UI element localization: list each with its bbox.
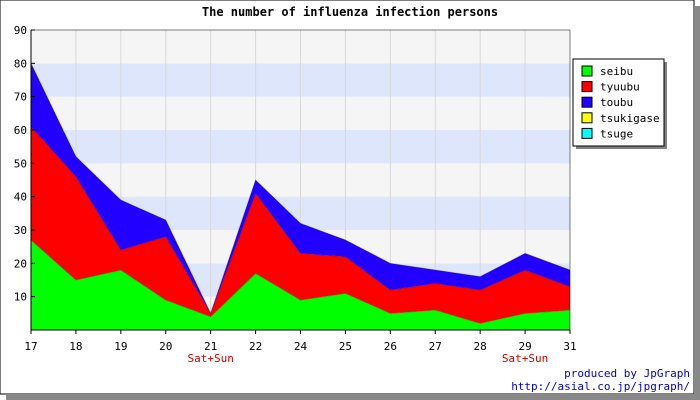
x-tick-label: 24: [294, 340, 308, 353]
y-tick-label: 80: [14, 57, 27, 70]
area-tyuubu: [31, 126, 570, 324]
legend-label-seibu: seibu: [600, 65, 633, 78]
y-tick-label: 90: [14, 24, 27, 37]
y-tick-label: 20: [14, 257, 27, 270]
legend-label-tsuge: tsuge: [600, 127, 633, 140]
chart-title: The number of influenza infection person…: [202, 5, 498, 19]
legend-swatch-seibu: [581, 65, 593, 77]
x-tick-label: 29: [518, 340, 531, 353]
legend-swatch-tsuge: [581, 127, 593, 139]
legend: seibu tyuubu toubu tsukigase tsuge: [572, 58, 667, 149]
x-tick-label: 20: [159, 340, 172, 353]
legend-swatch-toubu: [581, 96, 593, 108]
x-tick-label: 31: [563, 340, 576, 353]
footer-url[interactable]: http://asial.co.jp/jpgraph/: [511, 380, 690, 393]
x-annotation: Sat+Sun: [187, 352, 233, 365]
x-tick-label: 25: [339, 340, 352, 353]
y-tick-label: 40: [14, 191, 27, 204]
y-axis-labels: 10 20 30 40 50 60 70 80 90: [14, 24, 27, 304]
legend-label-tsukigase: tsukigase: [600, 112, 660, 125]
legend-label-tyuubu: tyuubu: [600, 81, 640, 94]
area-edge-toubu: [30, 63, 571, 315]
area-seibu: [31, 240, 570, 330]
x-tick-label: 26: [384, 340, 397, 353]
x-axis-labels: 17 18 19 20 21 22 24 25 26 27 28 29 31 Sat+Sun Sat+Sun: [24, 340, 576, 365]
y-tick-label: 70: [14, 91, 27, 104]
plot-axes: [30, 29, 571, 334]
y-tick-label: 50: [14, 157, 27, 170]
y-tick-label: 30: [14, 224, 27, 237]
legend-swatch-tsukigase: [581, 112, 593, 124]
frame-shadow-right: [694, 6, 700, 400]
legend-swatch-tyuubu: [581, 81, 593, 93]
x-annotation: Sat+Sun: [502, 352, 548, 365]
y-tick-label: 60: [14, 124, 27, 137]
footer-credit: produced by JpGraph: [564, 367, 690, 380]
legend-label-toubu: toubu: [600, 96, 633, 109]
x-tick-label: 22: [249, 340, 262, 353]
plot-areas: [30, 63, 571, 330]
frame-shadow-bottom: [6, 394, 700, 400]
x-tick-label: 28: [474, 340, 487, 353]
x-tick-label: 27: [429, 340, 442, 353]
x-tick-label: 18: [69, 340, 82, 353]
y-tick-label: 10: [14, 291, 27, 304]
x-tick-label: 19: [114, 340, 127, 353]
x-tick-label: 17: [24, 340, 37, 353]
x-tick-label: 21: [204, 340, 217, 353]
